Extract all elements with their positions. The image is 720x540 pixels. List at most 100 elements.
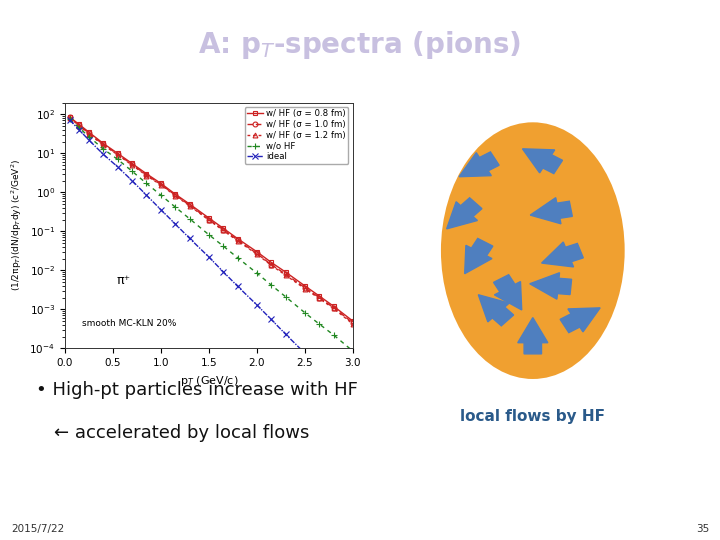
w/ HF (σ = 1.2 fm) [66, 114, 74, 121]
ideal [329, 379, 338, 386]
w/ HF (σ = 0.8 fm) [204, 215, 213, 221]
w/ HF (σ = 1.2 fm) [185, 202, 194, 209]
w/ HF (σ = 0.8 fm) [127, 160, 136, 167]
w/ HF (σ = 0.8 fm) [156, 180, 165, 187]
ideal [253, 302, 261, 308]
w/ HF (σ = 1.2 fm) [127, 162, 136, 168]
ideal [113, 164, 122, 170]
w/ HF (σ = 0.8 fm) [66, 114, 74, 120]
w/o HF [267, 282, 276, 288]
w/ HF (σ = 1.0 fm) [219, 226, 228, 233]
w/ HF (σ = 1.0 fm) [204, 217, 213, 223]
w/o HF [300, 309, 309, 316]
w/ HF (σ = 0.8 fm) [185, 201, 194, 207]
w/ HF (σ = 1.2 fm) [315, 295, 323, 302]
w/o HF [66, 116, 74, 123]
w/ HF (σ = 1.2 fm) [171, 192, 179, 199]
w/ HF (σ = 1.2 fm) [329, 305, 338, 312]
FancyArrow shape [518, 318, 548, 354]
ideal [84, 137, 93, 143]
w/ HF (σ = 1.0 fm) [348, 320, 357, 326]
Line: w/ HF (σ = 1.2 fm): w/ HF (σ = 1.2 fm) [67, 116, 355, 326]
ideal [300, 350, 309, 356]
Text: local flows by HF: local flows by HF [460, 409, 606, 423]
w/ HF (σ = 1.0 fm) [171, 192, 179, 198]
w/o HF [156, 192, 165, 198]
FancyArrow shape [560, 308, 600, 333]
w/ HF (σ = 0.8 fm) [282, 269, 290, 275]
FancyArrow shape [523, 149, 562, 173]
X-axis label: p$_T$ (GeV/c): p$_T$ (GeV/c) [179, 374, 238, 388]
Text: • High-pt particles increase with HF: • High-pt particles increase with HF [36, 381, 358, 399]
w/ HF (σ = 1.2 fm) [282, 272, 290, 279]
w/o HF [219, 243, 228, 249]
w/ HF (σ = 0.8 fm) [113, 150, 122, 157]
w/ HF (σ = 1.2 fm) [142, 172, 150, 179]
w/o HF [75, 125, 84, 131]
ideal [142, 192, 150, 198]
Legend: w/ HF (σ = 0.8 fm), w/ HF (σ = 1.0 fm), w/ HF (σ = 1.2 fm), w/o HF, ideal: w/ HF (σ = 0.8 fm), w/ HF (σ = 1.0 fm), … [245, 107, 348, 164]
Line: ideal: ideal [67, 117, 356, 403]
ideal [75, 126, 84, 133]
w/ HF (σ = 1.0 fm) [156, 181, 165, 187]
w/ HF (σ = 0.8 fm) [315, 293, 323, 299]
Y-axis label: (1/2πp$_T$)(dN/dp$_T$dy) (c$^2$/GeV$^2$): (1/2πp$_T$)(dN/dp$_T$dy) (c$^2$/GeV$^2$) [9, 159, 24, 292]
ideal [156, 206, 165, 213]
ideal [267, 316, 276, 323]
Text: 35: 35 [696, 523, 709, 534]
w/ HF (σ = 1.2 fm) [267, 262, 276, 268]
FancyArrow shape [541, 242, 583, 267]
Line: w/ HF (σ = 1.0 fm): w/ HF (σ = 1.0 fm) [67, 115, 355, 325]
Line: w/ HF (σ = 0.8 fm): w/ HF (σ = 0.8 fm) [67, 114, 355, 323]
ideal [127, 177, 136, 184]
w/o HF [185, 215, 194, 222]
w/ HF (σ = 1.2 fm) [253, 251, 261, 258]
w/ HF (σ = 1.0 fm) [315, 294, 323, 301]
w/o HF [315, 321, 323, 327]
w/o HF [348, 348, 357, 354]
w/ HF (σ = 1.2 fm) [300, 285, 309, 292]
w/ HF (σ = 1.0 fm) [282, 271, 290, 278]
Text: smooth MC-KLN 20%: smooth MC-KLN 20% [82, 319, 176, 328]
w/ HF (σ = 1.0 fm) [84, 130, 93, 137]
w/o HF [204, 232, 213, 238]
w/o HF [142, 180, 150, 187]
Line: w/o HF: w/o HF [67, 117, 356, 354]
w/ HF (σ = 0.8 fm) [219, 225, 228, 232]
w/o HF [84, 133, 93, 140]
w/ HF (σ = 1.2 fm) [113, 152, 122, 158]
w/ HF (σ = 1.0 fm) [142, 172, 150, 178]
Text: ← accelerated by local flows: ← accelerated by local flows [54, 424, 310, 442]
w/ HF (σ = 0.8 fm) [75, 121, 84, 127]
w/ HF (σ = 0.8 fm) [348, 318, 357, 325]
w/ HF (σ = 1.0 fm) [267, 261, 276, 268]
ideal [66, 117, 74, 123]
w/ HF (σ = 0.8 fm) [267, 259, 276, 266]
w/ HF (σ = 1.0 fm) [233, 237, 242, 243]
ideal [219, 268, 228, 275]
w/ HF (σ = 0.8 fm) [233, 235, 242, 242]
w/o HF [329, 332, 338, 338]
Ellipse shape [441, 122, 625, 379]
FancyArrow shape [530, 273, 572, 299]
FancyArrow shape [459, 152, 499, 177]
FancyArrow shape [464, 239, 492, 274]
w/ HF (σ = 0.8 fm) [329, 303, 338, 309]
w/o HF [282, 294, 290, 300]
ideal [282, 331, 290, 338]
ideal [204, 254, 213, 260]
w/ HF (σ = 1.0 fm) [66, 114, 74, 121]
ideal [315, 364, 323, 371]
w/o HF [113, 156, 122, 163]
w/o HF [253, 270, 261, 276]
w/ HF (σ = 1.2 fm) [99, 141, 107, 148]
w/ HF (σ = 1.2 fm) [233, 238, 242, 244]
w/ HF (σ = 0.8 fm) [142, 171, 150, 177]
w/ HF (σ = 0.8 fm) [99, 140, 107, 147]
w/o HF [99, 146, 107, 152]
Text: 2015/7/22: 2015/7/22 [11, 523, 64, 534]
w/ HF (σ = 1.0 fm) [75, 122, 84, 129]
w/ HF (σ = 1.2 fm) [75, 123, 84, 129]
w/ HF (σ = 1.0 fm) [329, 305, 338, 311]
w/ HF (σ = 1.2 fm) [219, 227, 228, 234]
